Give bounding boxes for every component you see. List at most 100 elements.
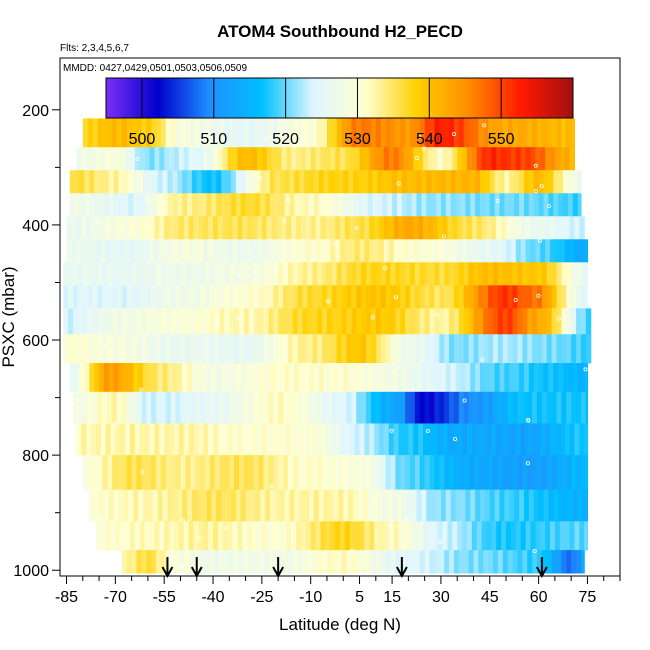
heatmap-cell	[147, 193, 154, 217]
heatmap-cell	[483, 455, 489, 491]
heatmap-cell	[330, 147, 336, 171]
heatmap-cell	[302, 334, 309, 364]
heatmap-cell	[108, 363, 115, 393]
heatmap-cell	[224, 308, 230, 335]
heatmap-cell	[305, 521, 312, 551]
heatmap-cell	[143, 489, 149, 522]
heatmap-cell	[268, 285, 274, 309]
heatmap-cell	[463, 391, 470, 424]
heatmap-cell	[292, 334, 299, 364]
heatmap-cell	[315, 521, 322, 551]
heatmap-cell	[563, 170, 569, 194]
sample-marker	[94, 220, 99, 225]
heatmap-cell	[255, 363, 261, 393]
heatmap-cell	[546, 334, 553, 364]
heatmap-cell	[452, 239, 458, 263]
heatmap-cell	[460, 170, 466, 194]
heatmap-cell	[541, 118, 548, 148]
heatmap-cell	[107, 334, 113, 364]
heatmap-cell	[585, 455, 589, 491]
heatmap-cell	[283, 550, 289, 574]
heatmap-cell	[292, 455, 299, 491]
heatmap-cell	[559, 216, 566, 240]
heatmap-cell	[270, 489, 276, 522]
heatmap-cell	[359, 216, 366, 240]
heatmap-cell	[110, 423, 116, 456]
heatmap-cell	[173, 147, 180, 171]
heatmap-cell	[450, 363, 457, 393]
heatmap-cell	[165, 391, 172, 424]
heatmap-cell	[421, 489, 427, 522]
heatmap-cell	[326, 308, 333, 335]
heatmap-cell	[533, 489, 540, 522]
heatmap-cell	[540, 216, 546, 240]
heatmap-cell	[86, 239, 92, 263]
heatmap-cell	[484, 193, 491, 217]
heatmap-cell	[180, 285, 186, 309]
heatmap-cell	[519, 193, 525, 217]
heatmap-cell	[375, 550, 382, 574]
heatmap-cell	[229, 262, 235, 286]
heatmap-cell	[434, 118, 440, 148]
heatmap-cell	[110, 239, 116, 263]
heatmap-cell	[175, 262, 182, 286]
heatmap-cell	[550, 423, 556, 456]
heatmap-cell	[69, 363, 76, 393]
heatmap-cell	[99, 363, 105, 393]
heatmap-cell	[315, 423, 322, 456]
heatmap-cell	[486, 423, 492, 456]
heatmap-cell	[284, 489, 291, 522]
heatmap-cell	[413, 423, 419, 456]
heatmap-cell	[253, 455, 260, 491]
heatmap-cell	[348, 193, 354, 217]
sample-marker	[102, 343, 107, 348]
heatmap-cell	[250, 363, 256, 393]
heatmap-cell	[279, 193, 286, 217]
heatmap-cell	[239, 285, 245, 309]
heatmap-cell	[447, 147, 453, 171]
heatmap-cell	[149, 521, 156, 551]
sample-marker	[113, 421, 118, 426]
heatmap-cell	[274, 489, 281, 522]
heatmap-cell	[243, 262, 250, 286]
heatmap-cell	[361, 262, 367, 286]
heatmap-cell	[546, 118, 553, 148]
heatmap-cell	[336, 391, 343, 424]
heatmap-cell	[126, 118, 133, 148]
heatmap-cell	[286, 147, 292, 171]
heatmap-cell	[385, 285, 392, 309]
heatmap-cell	[499, 489, 506, 522]
sample-marker	[513, 297, 518, 302]
heatmap-cell	[582, 489, 589, 522]
heatmap-cell	[297, 262, 304, 286]
heatmap-cell	[336, 334, 343, 364]
heatmap-cell	[471, 147, 478, 171]
heatmap-cell	[221, 170, 227, 194]
heatmap-cell	[165, 262, 172, 286]
heatmap-cell	[209, 334, 216, 364]
heatmap-cell	[572, 170, 579, 194]
heatmap-cell	[418, 216, 424, 240]
heatmap-cell	[502, 308, 509, 335]
heatmap-cell	[463, 285, 470, 309]
heatmap-cell	[546, 455, 553, 491]
heatmap-cell	[211, 170, 217, 194]
heatmap-cell	[383, 147, 390, 171]
heatmap-cell	[580, 308, 587, 335]
sample-marker	[180, 518, 185, 523]
heatmap-cell	[515, 239, 522, 263]
heatmap-cell	[439, 455, 445, 491]
heatmap-cell	[375, 391, 382, 424]
heatmap-cell	[551, 308, 558, 335]
heatmap-cell	[234, 455, 240, 491]
heatmap-cell	[175, 334, 182, 364]
heatmap-cell	[156, 118, 162, 148]
heatmap-cell	[383, 423, 390, 456]
heatmap-cell	[554, 423, 561, 456]
heatmap-cell	[414, 455, 421, 491]
heatmap-cell	[71, 216, 77, 240]
heatmap-cell	[103, 193, 110, 217]
heatmap-cell	[313, 170, 320, 194]
heatmap-cell	[185, 118, 191, 148]
heatmap-cell	[330, 239, 336, 263]
